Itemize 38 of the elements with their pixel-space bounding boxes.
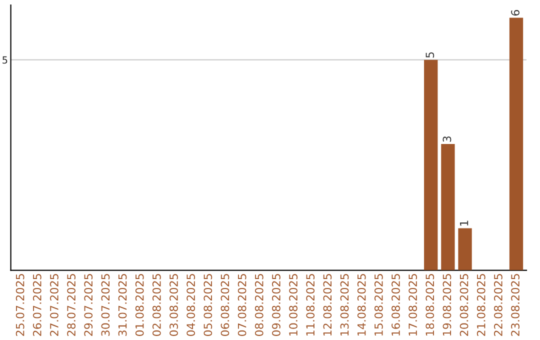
x-tick-label: 04.08.2025	[186, 274, 196, 336]
data-label: 5	[426, 52, 434, 58]
x-tick-label: 15.08.2025	[374, 274, 383, 336]
bar	[424, 60, 438, 270]
data-label: 1	[460, 220, 468, 226]
x-tick-label: 01.08.2025	[135, 274, 144, 336]
x-tick-label: 13.08.2025	[340, 274, 349, 336]
x-tick-label: 27.07.2025	[50, 274, 58, 336]
x-tick-label: 30.07.2025	[101, 274, 110, 336]
x-tick-label: 29.07.2025	[84, 274, 93, 336]
x-tick-label: 19.08.2025	[442, 274, 452, 336]
x-tick-label: 09.08.2025	[272, 274, 280, 336]
x-tick-label: 17.08.2025	[408, 274, 418, 336]
x-tick-label: 02.08.2025	[152, 274, 161, 336]
x-tick-label: 16.08.2025	[392, 274, 400, 336]
x-tick-label: 28.07.2025	[67, 274, 76, 336]
bar	[441, 144, 455, 270]
x-tick-label: 10.08.2025	[289, 274, 298, 336]
x-tick-label: 21.08.2025	[476, 274, 486, 336]
x-tick-label: 31.07.2025	[118, 274, 127, 336]
x-tick-label: 26.07.2025	[32, 274, 42, 336]
x-tick-label: 22.08.2025	[494, 274, 502, 336]
x-tick-label: 07.08.2025	[238, 274, 246, 336]
bar	[458, 228, 472, 270]
x-tick-label: 25.07.2025	[16, 274, 24, 336]
x-tick-label: 06.08.2025	[220, 274, 230, 336]
data-label: 6	[511, 10, 520, 16]
x-tick-label: 03.08.2025	[170, 274, 178, 336]
x-tick-label: 20.08.2025	[460, 274, 468, 336]
x-tick-label: 05.08.2025	[204, 274, 212, 336]
x-tick-label: 11.08.2025	[306, 274, 315, 336]
data-label: 3	[442, 136, 452, 142]
x-tick-label: 12.08.2025	[323, 274, 332, 336]
x-tick-label: 18.08.2025	[426, 274, 434, 336]
bar	[509, 18, 524, 270]
x-tick-label: 23.08.2025	[511, 274, 520, 336]
x-tick-label: 08.08.2025	[254, 274, 264, 336]
x-tick-label: 14.08.2025	[357, 274, 366, 336]
